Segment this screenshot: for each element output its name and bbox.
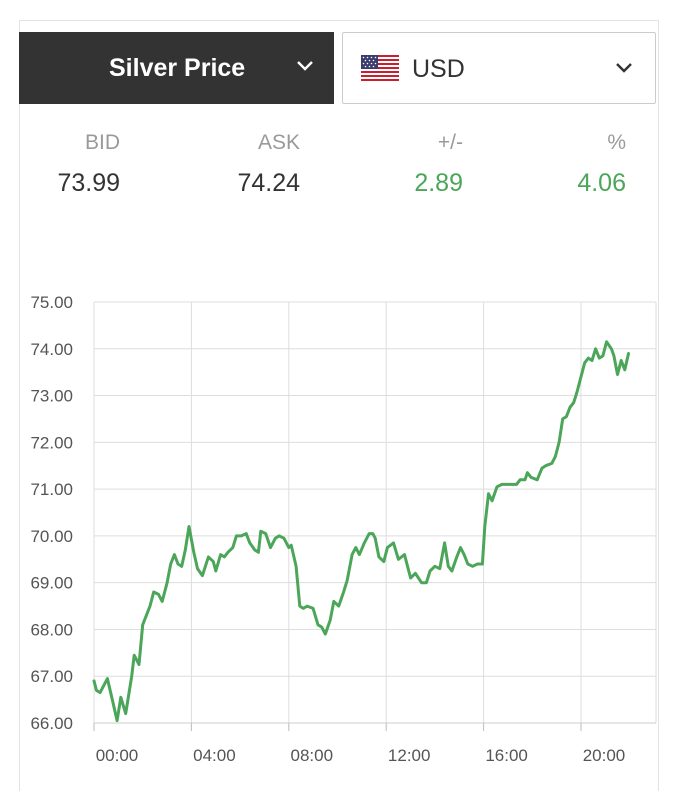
y-tick-label: 67.00	[30, 667, 73, 686]
bid-value: 73.99	[57, 169, 120, 197]
bid-label: BID	[84, 131, 120, 154]
x-tick-label: 08:00	[291, 746, 334, 765]
ask-label: ASK	[257, 131, 300, 154]
x-tick-label: 04:00	[193, 746, 236, 765]
percent-label: %	[607, 131, 626, 154]
change-label: +/-	[437, 131, 463, 154]
y-tick-label: 70.00	[30, 527, 73, 546]
y-tick-label: 74.00	[30, 340, 73, 359]
price-series-line	[92, 340, 630, 723]
widget-frame	[19, 20, 659, 791]
metal-select-dropdown[interactable]: Silver Price	[19, 32, 334, 104]
y-tick-label: 73.00	[30, 387, 73, 406]
percent-value: 4.06	[577, 169, 626, 197]
y-tick-label: 75.00	[30, 293, 73, 312]
currency-select-dropdown[interactable]: USD	[342, 32, 656, 104]
ask-value: 74.24	[237, 169, 300, 197]
y-tick-label: 71.00	[30, 480, 73, 499]
x-tick-label: 00:00	[96, 746, 139, 765]
us-flag-icon	[361, 55, 399, 81]
y-tick-label: 69.00	[30, 574, 73, 593]
y-tick-label: 72.00	[30, 433, 73, 452]
y-tick-label: 68.00	[30, 620, 73, 639]
y-tick-label: 66.00	[30, 714, 73, 733]
x-tick-label: 12:00	[388, 746, 431, 765]
chevron-down-icon	[616, 63, 632, 73]
x-tick-label: 16:00	[485, 746, 528, 765]
chevron-down-icon	[297, 61, 313, 71]
currency-select-label: USD	[412, 55, 465, 83]
x-tick-label: 20:00	[583, 746, 626, 765]
change-value: 2.89	[414, 169, 463, 197]
metal-select-label: Silver Price	[109, 54, 246, 82]
